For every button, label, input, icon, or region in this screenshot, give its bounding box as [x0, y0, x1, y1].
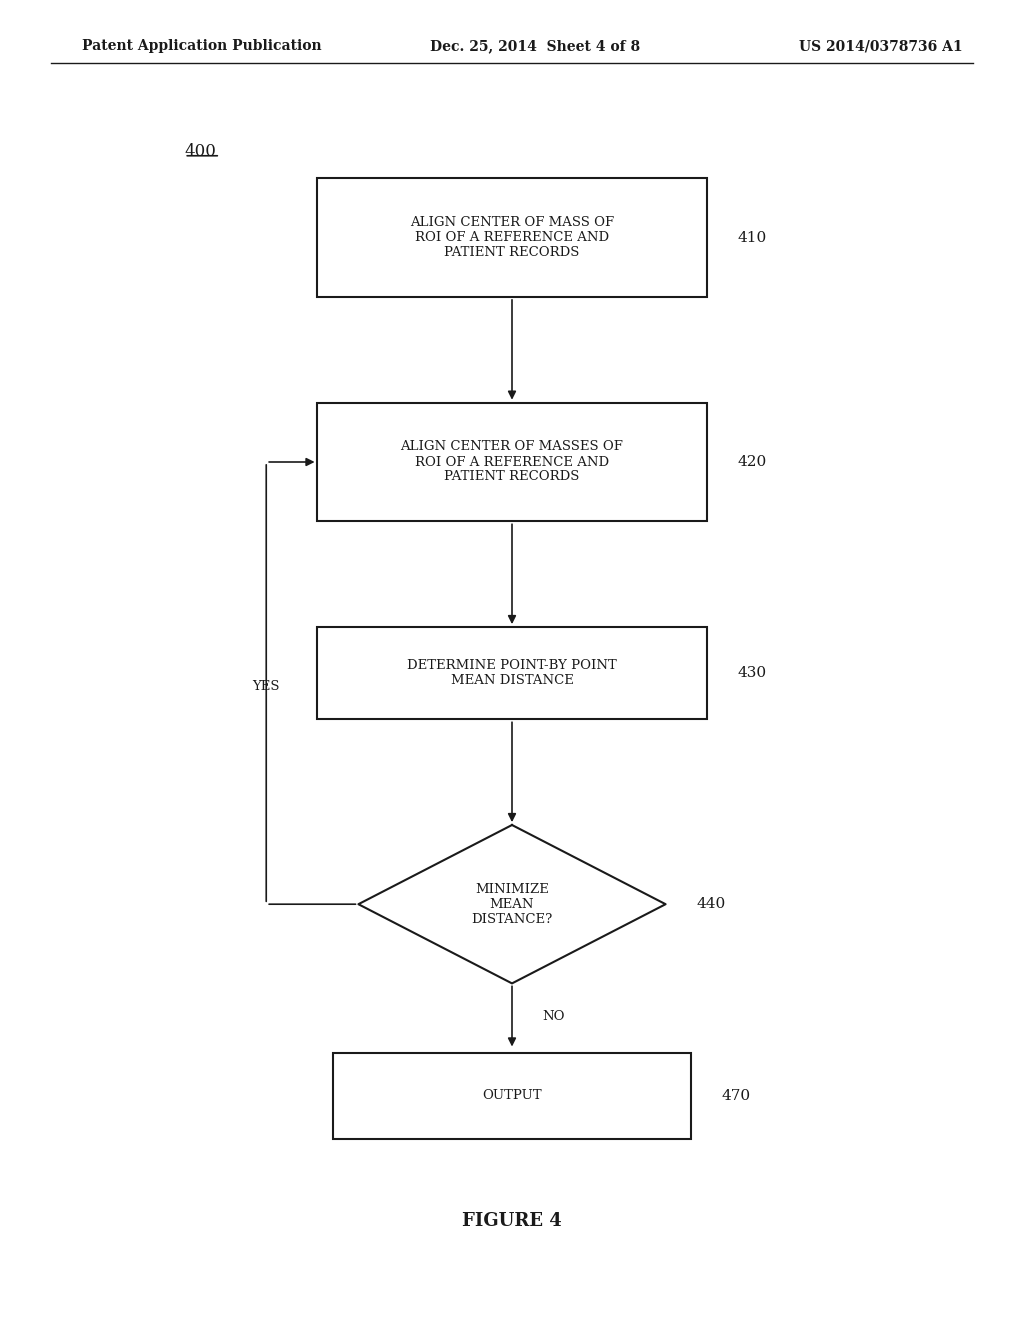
Text: Dec. 25, 2014  Sheet 4 of 8: Dec. 25, 2014 Sheet 4 of 8 [430, 40, 640, 53]
Text: ALIGN CENTER OF MASS OF
ROI OF A REFERENCE AND
PATIENT RECORDS: ALIGN CENTER OF MASS OF ROI OF A REFEREN… [410, 216, 614, 259]
Text: 430: 430 [737, 667, 766, 680]
Text: MINIMIZE
MEAN
DISTANCE?: MINIMIZE MEAN DISTANCE? [471, 883, 553, 925]
Text: YES: YES [253, 680, 280, 693]
Text: US 2014/0378736 A1: US 2014/0378736 A1 [799, 40, 963, 53]
Text: NO: NO [543, 1010, 565, 1023]
FancyBboxPatch shape [317, 627, 707, 719]
Text: FIGURE 4: FIGURE 4 [462, 1212, 562, 1230]
Text: 400: 400 [184, 144, 216, 160]
Polygon shape [358, 825, 666, 983]
Text: 410: 410 [737, 231, 767, 244]
Text: 440: 440 [696, 898, 726, 911]
Text: DETERMINE POINT-BY POINT
MEAN DISTANCE: DETERMINE POINT-BY POINT MEAN DISTANCE [408, 659, 616, 688]
FancyBboxPatch shape [333, 1053, 691, 1138]
Text: Patent Application Publication: Patent Application Publication [82, 40, 322, 53]
Text: 420: 420 [737, 455, 767, 469]
Text: ALIGN CENTER OF MASSES OF
ROI OF A REFERENCE AND
PATIENT RECORDS: ALIGN CENTER OF MASSES OF ROI OF A REFER… [400, 441, 624, 483]
Text: OUTPUT: OUTPUT [482, 1089, 542, 1102]
FancyBboxPatch shape [317, 403, 707, 521]
FancyBboxPatch shape [317, 178, 707, 297]
Text: 470: 470 [722, 1089, 751, 1102]
